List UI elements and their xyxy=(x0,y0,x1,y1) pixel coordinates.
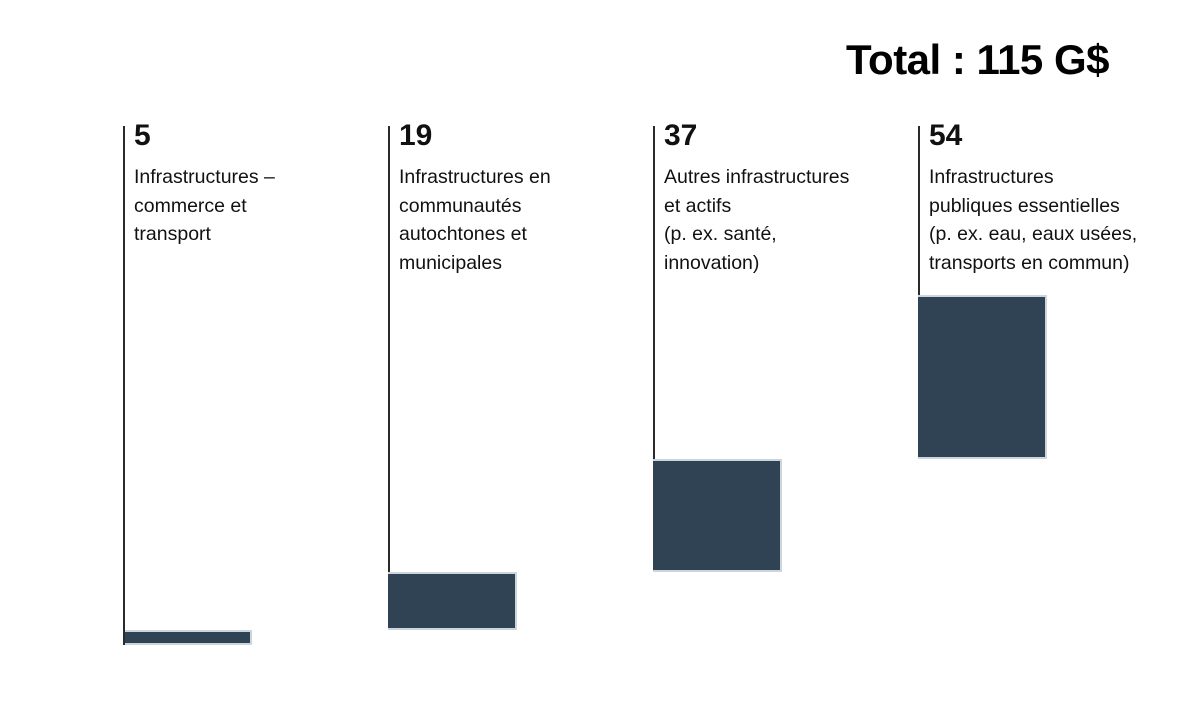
category-label: Infrastructures en communautés autochton… xyxy=(399,166,551,274)
connector-line xyxy=(388,126,390,572)
value-label: 5 xyxy=(134,119,151,152)
bar-segment xyxy=(388,571,517,630)
bar-segment xyxy=(653,459,782,572)
bar-segment xyxy=(918,295,1047,460)
category-label: Infrastructures publiques essentielles (… xyxy=(929,166,1138,274)
connector-line xyxy=(653,126,655,460)
category-label: Autres infrastructures et actifs (p. ex.… xyxy=(664,166,850,274)
category-label: Infrastructures – commerce et transport xyxy=(134,166,275,245)
value-label: 37 xyxy=(664,119,698,152)
value-label: 54 xyxy=(929,119,963,152)
chart-title: Total : 115 G$ xyxy=(846,36,1110,83)
connector-line xyxy=(918,126,920,295)
value-label: 19 xyxy=(399,119,433,152)
connector-line xyxy=(123,126,125,645)
bar-segment xyxy=(123,629,252,645)
